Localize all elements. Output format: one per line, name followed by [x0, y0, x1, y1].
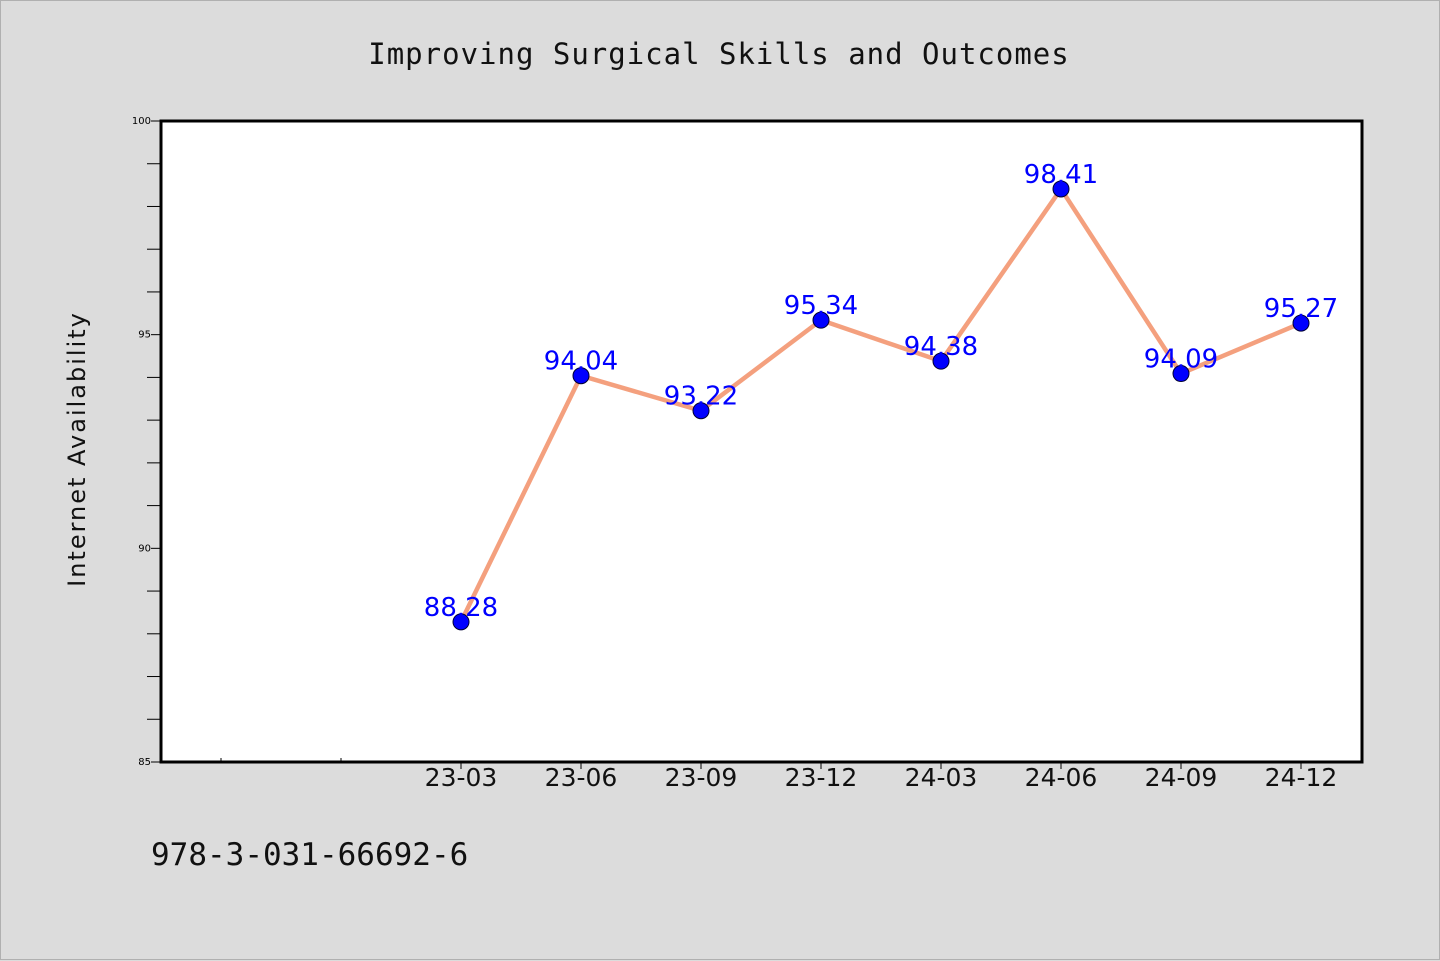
x-tick-label: 23-06: [545, 763, 618, 792]
data-point: [1052, 180, 1070, 198]
series-line: [458, 186, 1304, 625]
data-label: 94.38: [904, 332, 978, 362]
axis-ticks: 85 90 95 100 23-03 23-06 23-09 23-12 24-03 24-06 2…: [132, 116, 1337, 792]
y-tick-label: 100: [132, 116, 151, 127]
x-tick-label: 23-12: [785, 763, 858, 792]
data-point: [1292, 314, 1310, 332]
footer-isbn: 978-3-031-66692-6: [151, 837, 468, 873]
data-label: 88.28: [424, 593, 498, 623]
y-tick-label: 90: [138, 543, 151, 554]
data-label: 94.04: [544, 347, 618, 377]
x-tick-label: 23-09: [665, 763, 738, 792]
data-label: 94.09: [1144, 345, 1218, 375]
x-tick-label: 23-03: [425, 763, 498, 792]
y-tick-label: 95: [138, 330, 151, 341]
data-point: [692, 402, 710, 420]
x-tick-label: 24-06: [1025, 763, 1098, 792]
x-tick-label: 24-09: [1145, 763, 1218, 792]
data-label: 93.22: [664, 382, 738, 412]
x-tick-label: 24-12: [1265, 763, 1338, 792]
data-label: 95.34: [784, 291, 858, 321]
data-label: 95.27: [1264, 294, 1338, 324]
x-tick-label: 24-03: [905, 763, 978, 792]
chart-title: Improving Surgical Skills and Outcomes: [368, 37, 1069, 71]
data-point: [452, 613, 470, 631]
y-tick-label: 85: [138, 757, 151, 768]
data-point: [932, 352, 950, 370]
data-point: [1172, 365, 1190, 383]
plot-frame: [159, 119, 1364, 764]
data-point: [572, 367, 590, 385]
data-label: 98.41: [1024, 160, 1098, 190]
data-point: [812, 311, 830, 329]
y-axis-label: Internet Availability: [63, 311, 91, 587]
plot-area: [161, 121, 1362, 762]
series-layer: 88.28 94.04 93.22 95.34 94.38 98.41 94.09 95.27: [424, 160, 1338, 631]
